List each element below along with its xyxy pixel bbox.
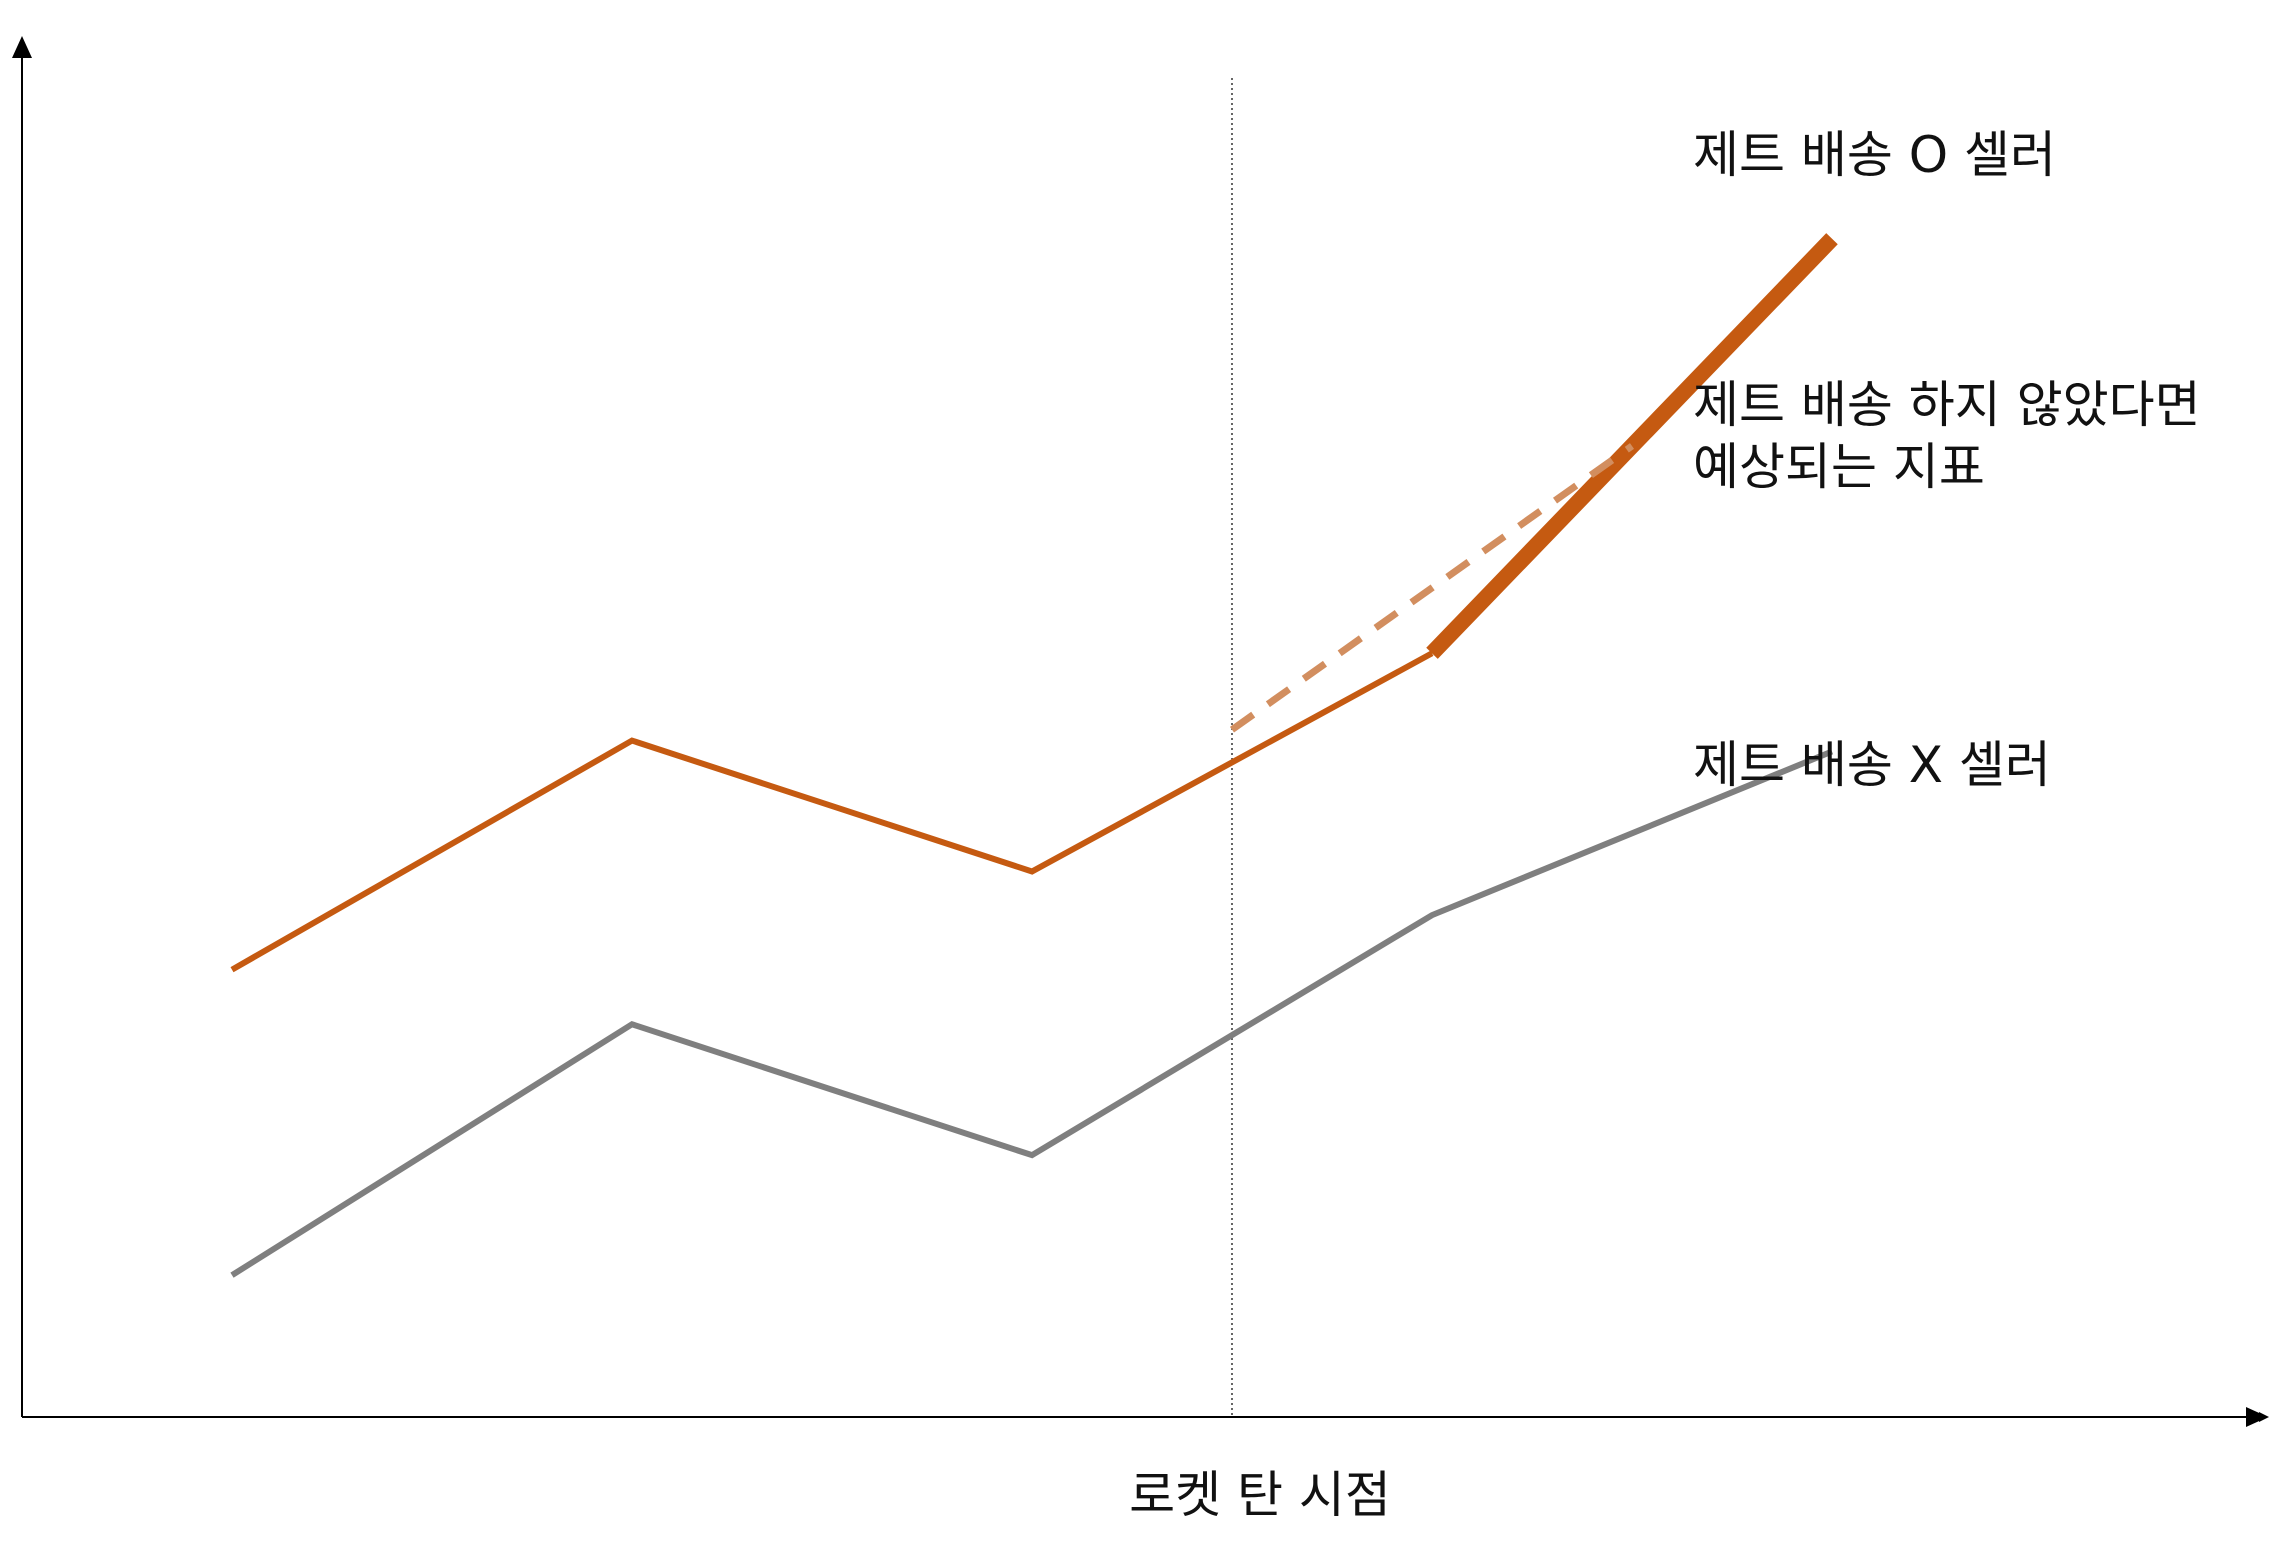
series-line-counterfactual — [1229, 443, 1635, 733]
series-line-jet-x — [230, 748, 1834, 1278]
series-layer — [230, 233, 1838, 1278]
series-label-jet-x-line: 제트 배송 X 셀러 — [1693, 736, 2051, 794]
series-label-counterfactual: 제트 배송 하지 않았다면 예상되는 지표 — [1693, 376, 2217, 496]
series-label-jet-o-line: 제트 배송 O 셀러 — [1693, 126, 2056, 184]
series-label-jet-x: 제트 배송 X 셀러 — [1693, 736, 2051, 794]
series-line-jet-o — [230, 650, 1434, 973]
series-label-jet-o: 제트 배송 O 셀러 — [1693, 126, 2056, 184]
y-axis-arrow-icon — [12, 36, 32, 58]
series-label-counterfactual-line-2: 예상되는 지표 — [1693, 438, 1985, 496]
x-axis-arrow-icon — [2246, 1407, 2268, 1427]
x-axis-label: 로켓 탄 시점 — [1129, 1466, 1391, 1524]
series-label-counterfactual-line-1: 제트 배송 하지 않았다면 — [1693, 376, 2201, 434]
